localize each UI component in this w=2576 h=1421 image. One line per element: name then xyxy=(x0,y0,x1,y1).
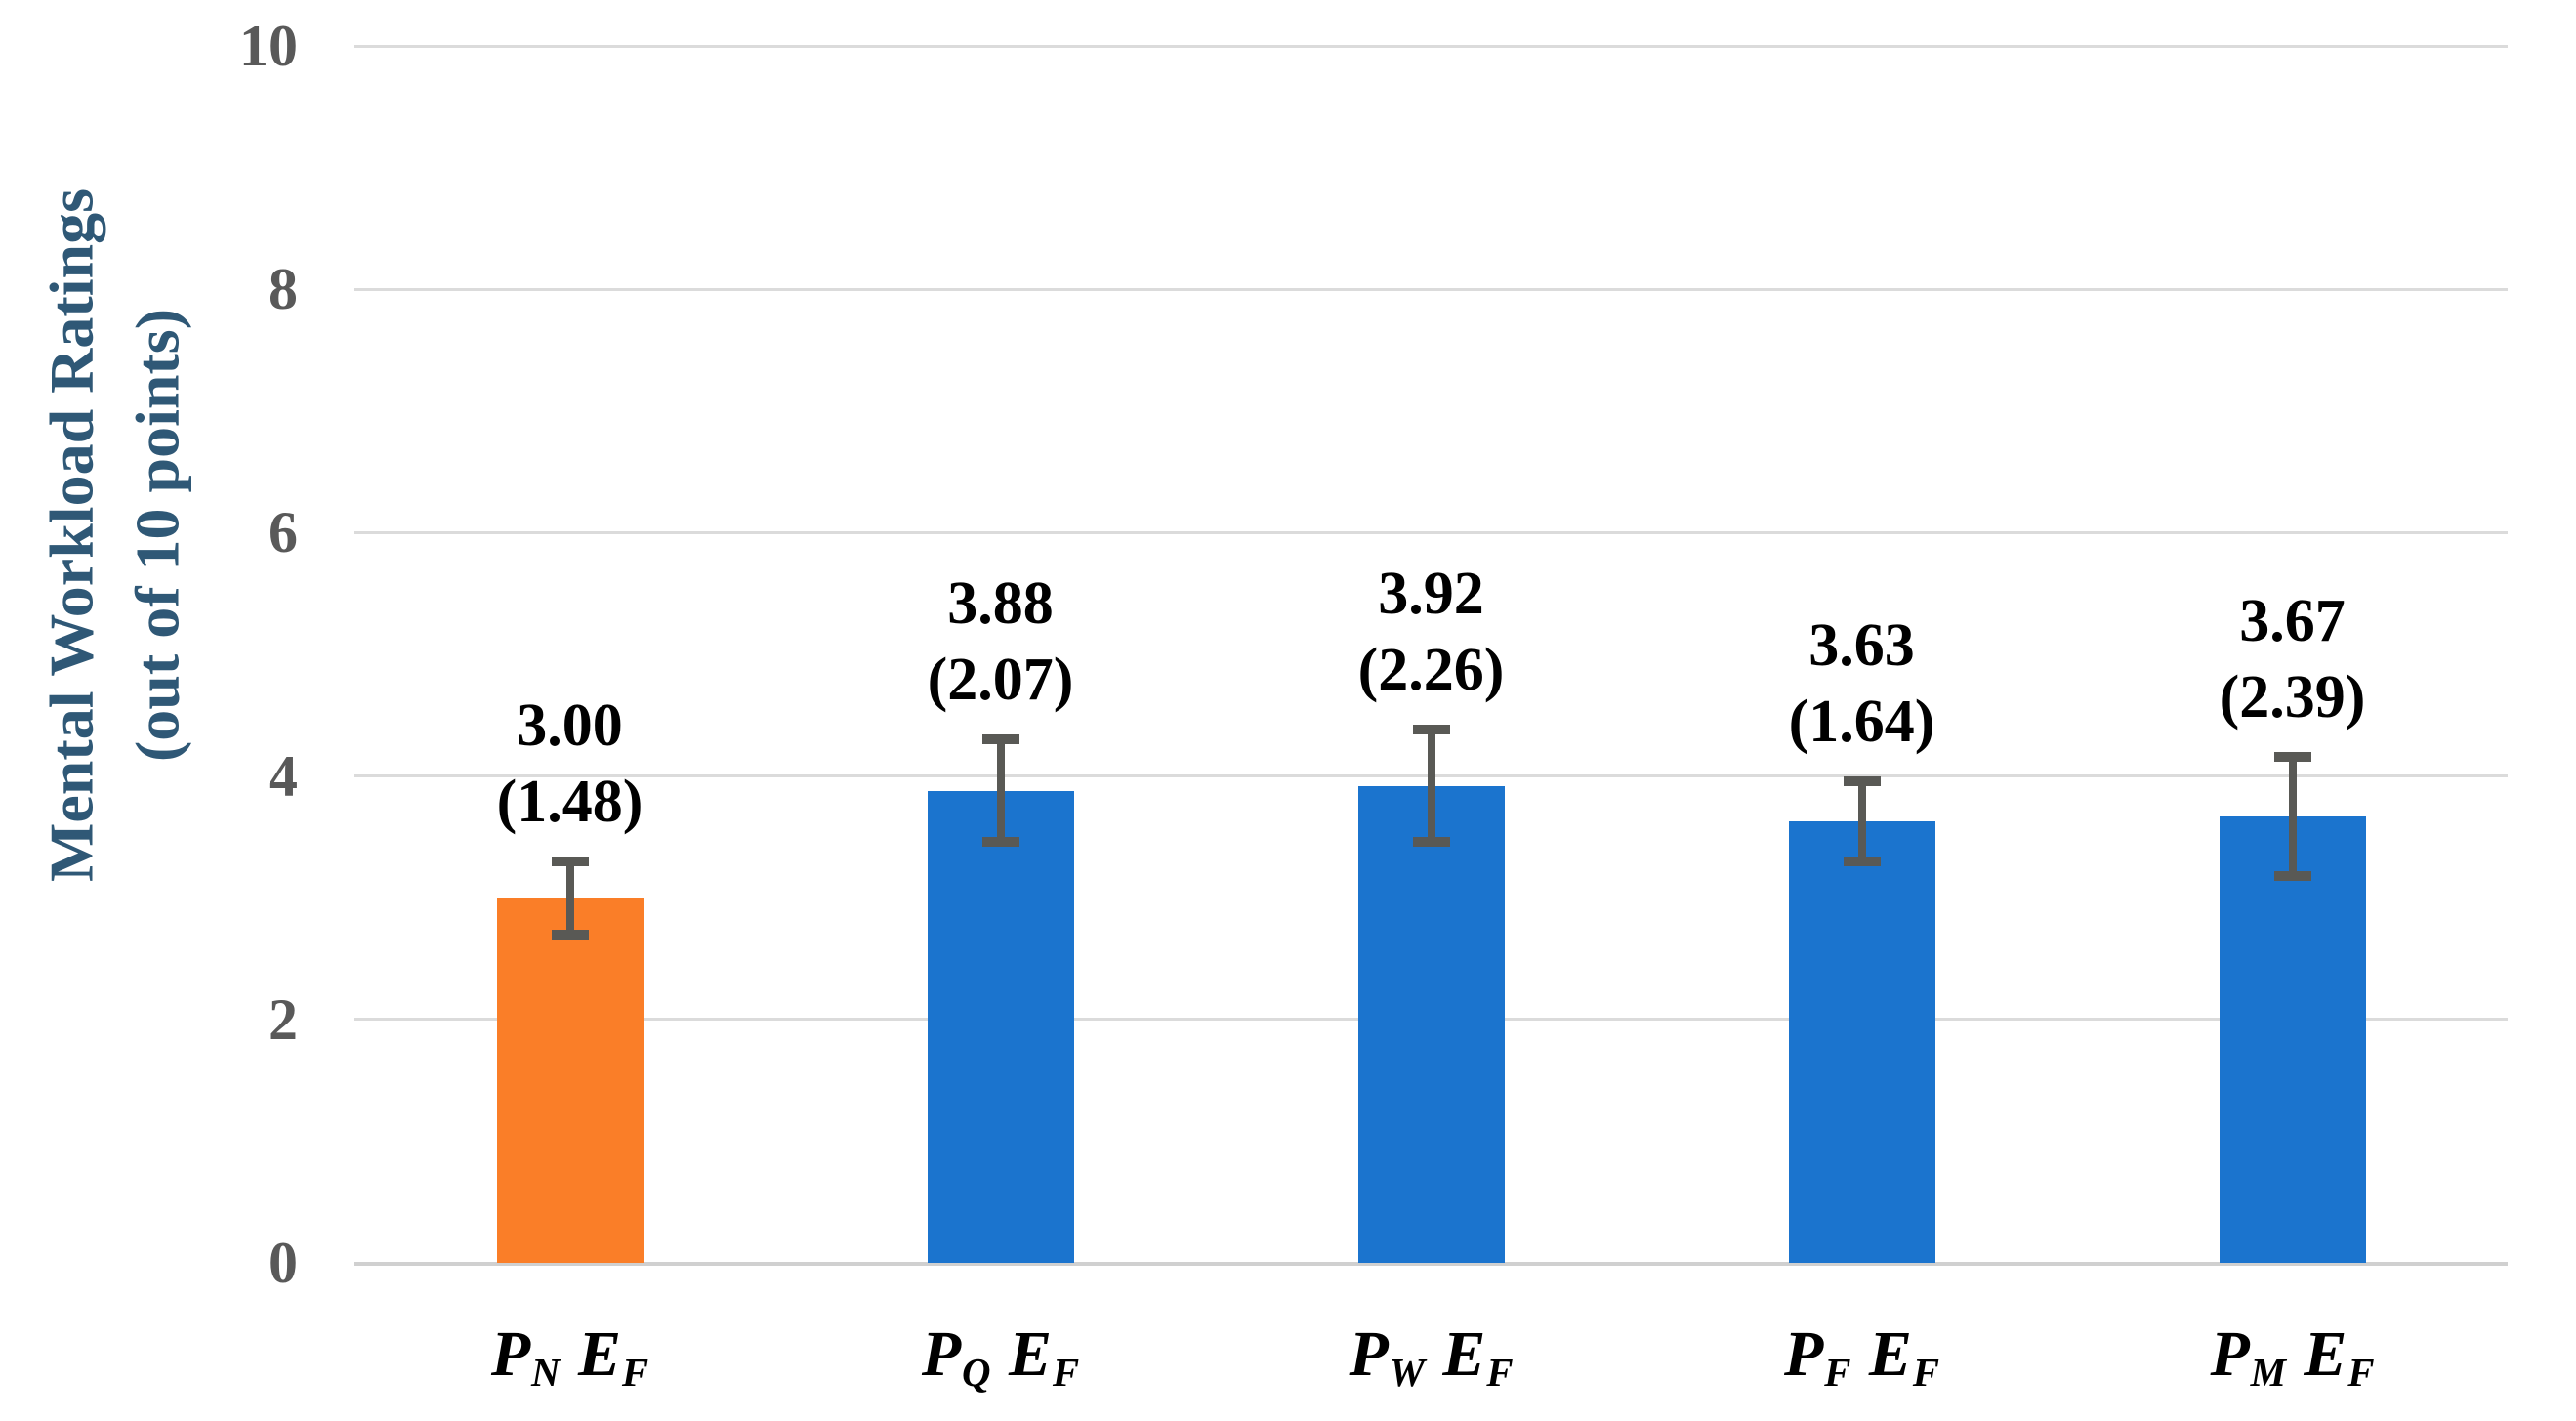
category-subscript: N xyxy=(530,1351,561,1396)
category-base: E xyxy=(2304,1318,2347,1390)
category-base: P xyxy=(490,1318,531,1390)
category-subscript: F xyxy=(2347,1351,2375,1396)
data-label-value: 3.00 xyxy=(517,691,623,759)
data-label-value: 3.63 xyxy=(1808,611,1915,679)
data-label: 3.88 (2.07) xyxy=(786,565,1216,718)
x-axis-category-label: PN EF xyxy=(355,1320,785,1397)
gridline xyxy=(354,44,2508,48)
data-label-value: 3.67 xyxy=(2239,587,2346,654)
category-base: E xyxy=(1009,1318,1053,1390)
x-axis-line xyxy=(354,1261,2508,1266)
bar-p_m-e_f xyxy=(2219,815,2366,1263)
error-bar-cap-top xyxy=(981,734,1019,745)
data-label: 3.92 (2.26) xyxy=(1217,556,1646,708)
error-bar-cap-top xyxy=(1843,775,1881,786)
data-label-sd: (2.26) xyxy=(1357,637,1505,704)
error-bar-cap-top xyxy=(1412,725,1450,735)
category-term: PW xyxy=(1349,1318,1425,1396)
y-axis-tick-label: 2 xyxy=(269,986,298,1052)
error-bar-line xyxy=(996,739,1005,842)
y-axis-tick-label: 8 xyxy=(269,257,298,322)
error-bar-line xyxy=(1857,780,1866,861)
x-axis-category-label: PQ EF xyxy=(786,1320,1216,1397)
bar-p_w-e_f xyxy=(1357,785,1505,1263)
category-term: EF xyxy=(1868,1318,1939,1396)
x-axis-category-label: PW EF xyxy=(1217,1320,1646,1397)
category-base: P xyxy=(1349,1318,1389,1390)
data-label-sd: (2.07) xyxy=(927,647,1074,714)
category-subscript: Q xyxy=(961,1351,991,1396)
y-axis-tick-label: 10 xyxy=(239,14,298,78)
x-axis-category-label: PF EF xyxy=(1647,1320,2077,1397)
category-subscript: F xyxy=(1052,1351,1080,1396)
bar-p_q-e_f xyxy=(927,790,1074,1263)
error-bar-cap-bottom xyxy=(981,836,1019,847)
data-label-sd: (1.48) xyxy=(496,768,644,835)
category-term: PF xyxy=(1783,1318,1850,1396)
error-bar-cap-bottom xyxy=(2273,870,2311,881)
error-bar-line xyxy=(565,860,574,935)
y-axis-tick-label: 6 xyxy=(269,500,298,565)
category-term: PM xyxy=(2210,1318,2286,1396)
error-bar-line xyxy=(2288,756,2297,876)
category-base: E xyxy=(1868,1318,1912,1390)
category-term: EF xyxy=(578,1318,648,1396)
category-subscript: W xyxy=(1389,1351,1425,1396)
category-base: E xyxy=(1442,1318,1486,1390)
gridline xyxy=(354,287,2508,291)
bar-p_n-e_f xyxy=(496,898,644,1263)
category-term: EF xyxy=(1009,1318,1079,1396)
category-base: P xyxy=(921,1318,962,1390)
category-subscript: F xyxy=(621,1351,649,1396)
data-label-sd: (2.39) xyxy=(2219,663,2366,731)
category-subscript: F xyxy=(1824,1351,1851,1396)
error-bar-cap-top xyxy=(2273,751,2311,762)
gridline xyxy=(354,530,2508,534)
x-axis-category-label: PM EF xyxy=(2078,1320,2508,1397)
category-subscript: F xyxy=(1912,1351,1940,1396)
category-term: EF xyxy=(2304,1318,2374,1396)
category-base: P xyxy=(2210,1318,2250,1390)
data-label-value: 3.92 xyxy=(1378,561,1484,628)
error-bar-cap-top xyxy=(551,856,589,866)
data-label: 3.00 (1.48) xyxy=(355,688,785,840)
category-term: PN xyxy=(490,1318,561,1396)
data-label-sd: (1.64) xyxy=(1788,688,1935,755)
error-bar-line xyxy=(1427,730,1435,842)
bar-p_f-e_f xyxy=(1788,820,1935,1263)
category-subscript: M xyxy=(2250,1351,2286,1396)
y-axis-tick-label: 0 xyxy=(269,1231,298,1295)
data-label-value: 3.88 xyxy=(947,570,1054,638)
data-label: 3.67 (2.39) xyxy=(2078,583,2508,735)
y-axis-tick-label: 4 xyxy=(269,743,298,809)
category-subscript: F xyxy=(1486,1351,1514,1396)
data-label: 3.63 (1.64) xyxy=(1647,607,2077,760)
category-term: EF xyxy=(1442,1318,1513,1396)
category-base: E xyxy=(578,1318,622,1390)
error-bar-cap-bottom xyxy=(1412,836,1450,847)
error-bar-cap-bottom xyxy=(1843,856,1881,866)
category-base: P xyxy=(1783,1318,1824,1390)
category-term: PQ xyxy=(921,1318,991,1396)
error-bar-cap-bottom xyxy=(551,929,589,940)
